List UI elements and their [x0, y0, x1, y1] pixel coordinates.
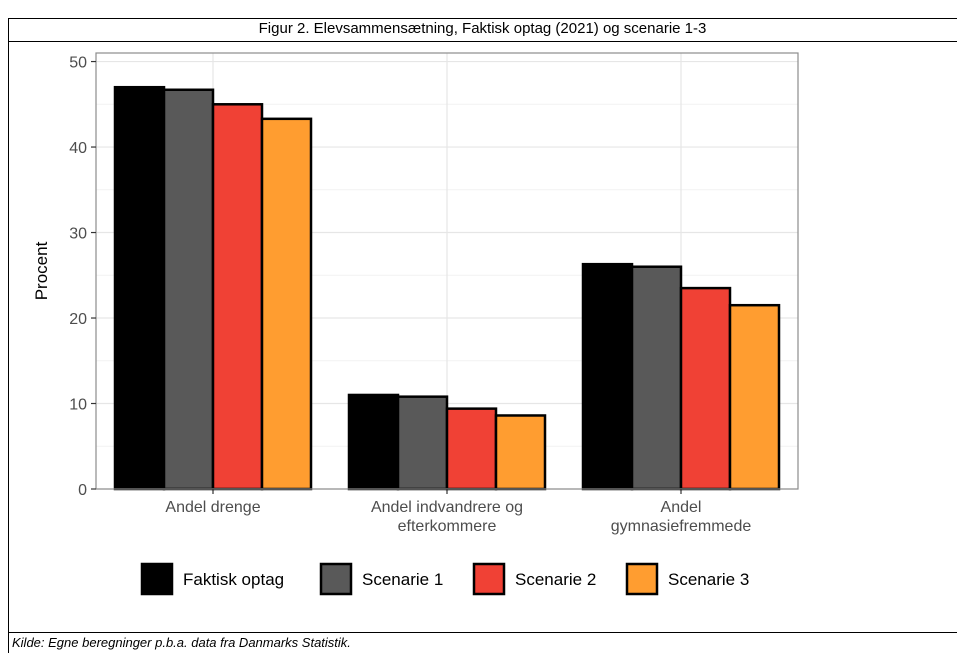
y-tick-label: 40	[69, 140, 87, 157]
y-tick-label: 50	[69, 55, 87, 72]
bar-chart: 0 10 20 30 40 50 Andel drenge Andel indvandrere…	[32, 52, 799, 596]
bar	[728, 303, 781, 491]
x-category-label: Andel drenge	[165, 499, 260, 516]
bar	[211, 103, 264, 491]
legend-swatch	[140, 562, 174, 596]
figure-title: Figur 2. Elevsammensætning, Faktisk opta…	[8, 18, 957, 42]
bar	[347, 393, 400, 491]
y-axis-title: Procent	[32, 241, 51, 300]
legend-swatch	[319, 562, 353, 596]
y-tick-label: 30	[69, 226, 87, 243]
legend-label: Scenarie 1	[362, 570, 443, 589]
bar	[396, 395, 449, 491]
bar	[679, 286, 732, 491]
bar	[260, 117, 313, 491]
y-tick-label: 0	[78, 482, 87, 499]
bar	[494, 414, 547, 491]
bar	[581, 262, 634, 491]
y-tick-label: 10	[69, 397, 87, 414]
x-category-label: Andel indvandrere og efterkommere	[371, 499, 523, 535]
legend-label: Scenarie 2	[515, 570, 596, 589]
bar	[113, 85, 166, 491]
y-tick-label: 20	[69, 311, 87, 328]
legend-label: Scenarie 3	[668, 570, 749, 589]
legend-swatch	[472, 562, 506, 596]
bar	[162, 88, 215, 491]
bar	[445, 407, 498, 491]
figure-frame	[8, 18, 957, 653]
bar	[630, 265, 683, 491]
x-category-label: Andel gymnasiefremmede	[611, 499, 752, 535]
legend-swatch	[625, 562, 659, 596]
source-note: Kilde: Egne beregninger p.b.a. data fra …	[8, 632, 957, 653]
legend-label: Faktisk optag	[183, 570, 284, 589]
